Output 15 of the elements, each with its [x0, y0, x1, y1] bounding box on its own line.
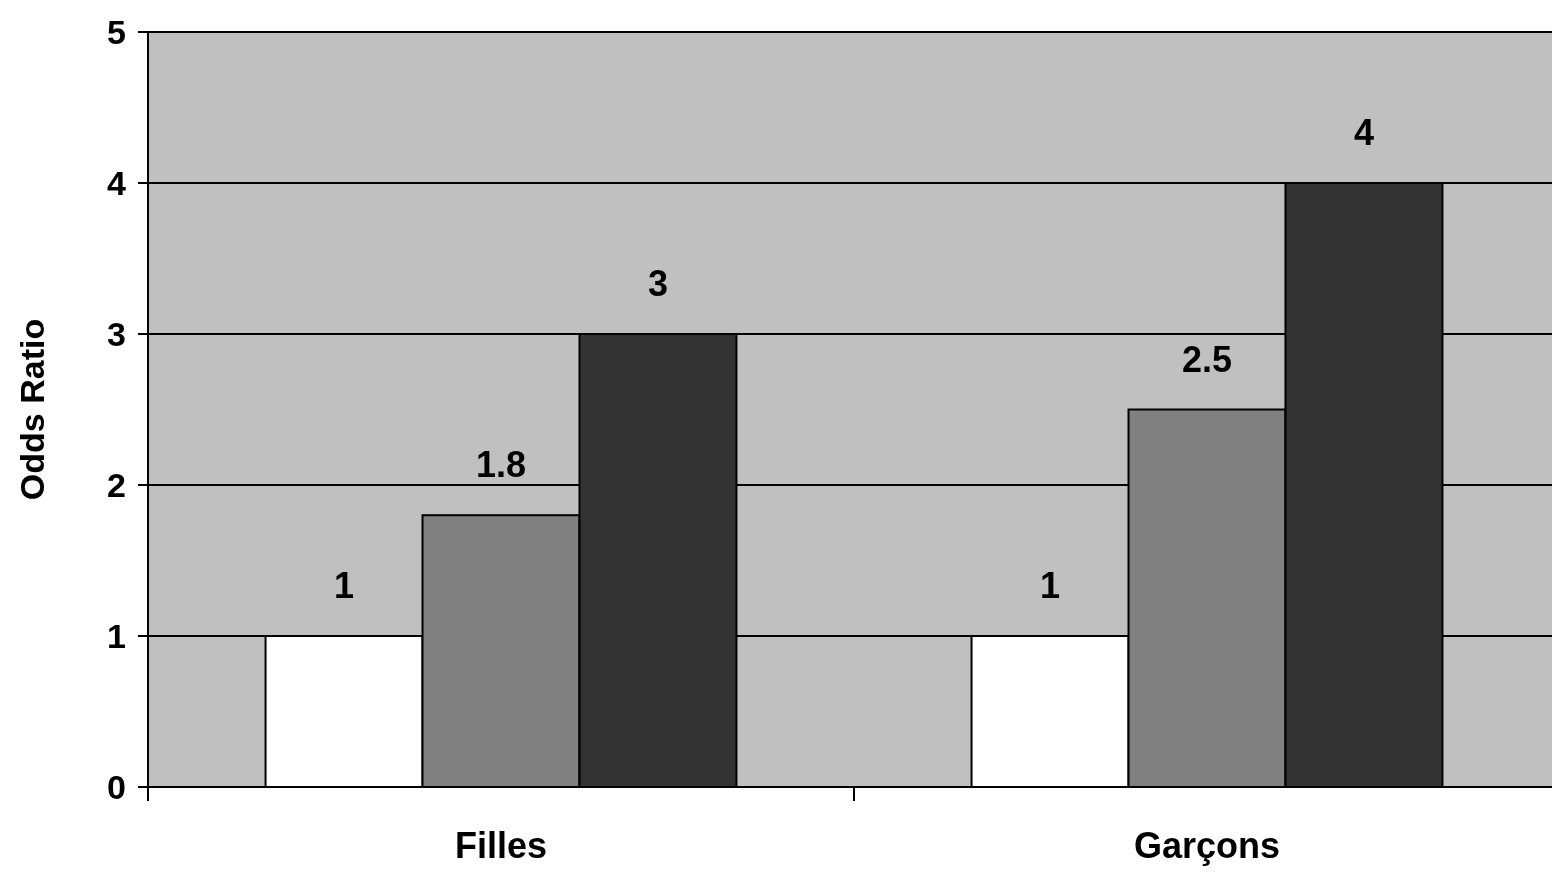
y-tick-label: 3: [107, 314, 126, 353]
data-label: 4: [1353, 112, 1374, 153]
data-label: 1.8: [475, 444, 527, 486]
data-label: 1: [334, 565, 355, 606]
data-label: 2.5: [1181, 338, 1233, 380]
y-tick-label: 4: [107, 163, 127, 202]
y-tick-label: 2: [107, 465, 126, 504]
data-label: 1: [1040, 565, 1061, 606]
y-axis-title: Odds Ratio: [13, 318, 51, 501]
y-tick-label: 0: [107, 767, 126, 806]
data-label: 3: [647, 263, 668, 304]
x-tick-label: Garçons: [1133, 825, 1281, 866]
y-tick-label: 1: [107, 616, 126, 655]
x-tick-label: Filles: [454, 825, 548, 866]
y-tick-label: 5: [107, 12, 126, 51]
